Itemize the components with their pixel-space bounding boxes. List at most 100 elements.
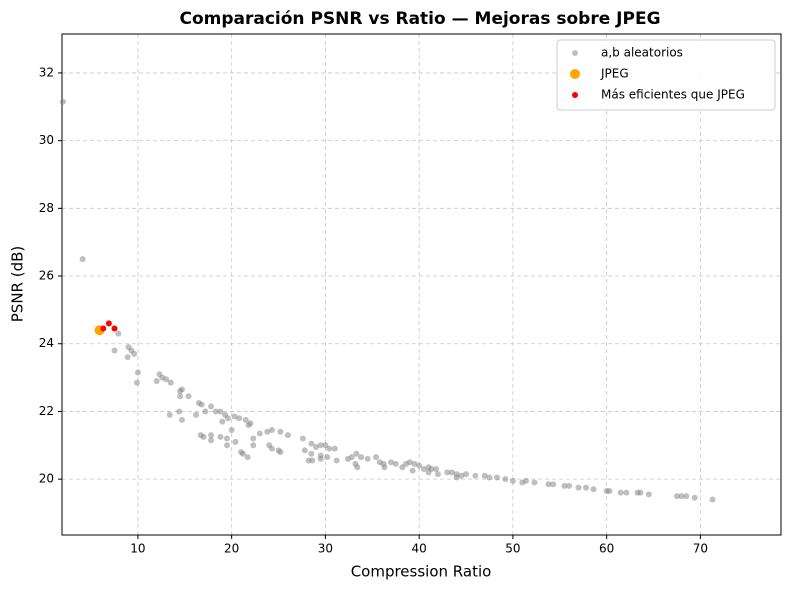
point xyxy=(105,320,112,327)
y-tick-label: 24 xyxy=(39,336,54,350)
legend-label: Más eficientes que JPEG xyxy=(601,88,745,102)
point xyxy=(268,427,275,434)
point xyxy=(193,411,200,418)
point xyxy=(79,256,86,263)
point xyxy=(472,472,479,479)
point xyxy=(409,467,416,474)
y-axis-label: PSNR (dB) xyxy=(9,246,27,323)
point xyxy=(268,445,275,452)
y-tick-label: 32 xyxy=(39,65,54,79)
point xyxy=(167,379,174,386)
point xyxy=(231,413,238,420)
point xyxy=(115,330,122,337)
point xyxy=(277,449,284,456)
point xyxy=(178,416,185,423)
point xyxy=(502,476,509,483)
point xyxy=(463,471,470,478)
point xyxy=(100,325,107,332)
legend-label: JPEG xyxy=(600,67,629,81)
point xyxy=(264,428,271,435)
point xyxy=(223,435,230,442)
point xyxy=(566,482,573,489)
point xyxy=(333,457,340,464)
x-tick-label: 40 xyxy=(412,542,427,556)
point xyxy=(590,486,597,493)
point xyxy=(444,469,451,476)
plot-frame xyxy=(61,33,782,536)
y-tick-label: 28 xyxy=(39,201,54,215)
point xyxy=(364,455,371,462)
point xyxy=(208,437,215,444)
y-tick-label: 22 xyxy=(39,404,54,418)
point xyxy=(545,481,552,488)
point xyxy=(486,474,493,481)
point xyxy=(284,432,291,439)
point xyxy=(523,477,530,484)
legend-marker xyxy=(572,92,578,98)
x-tick-label: 20 xyxy=(224,542,239,556)
y-tick-label: 30 xyxy=(39,133,54,147)
point xyxy=(185,393,192,400)
point xyxy=(232,438,239,445)
point xyxy=(217,408,224,415)
point xyxy=(219,418,226,425)
point xyxy=(198,401,205,408)
point xyxy=(583,484,590,491)
point xyxy=(331,445,338,452)
point xyxy=(208,432,215,439)
y-tick-label: 26 xyxy=(39,269,54,283)
point xyxy=(277,428,284,435)
x-tick-label: 70 xyxy=(693,542,708,556)
point xyxy=(224,415,231,422)
point xyxy=(111,347,118,354)
point xyxy=(416,462,423,469)
y-tick-label: 20 xyxy=(39,472,54,486)
point xyxy=(561,482,568,489)
point xyxy=(153,377,160,384)
point xyxy=(176,408,183,415)
point xyxy=(354,464,361,471)
point xyxy=(353,450,360,457)
point xyxy=(324,454,331,461)
point xyxy=(425,469,432,476)
point xyxy=(124,354,131,361)
point xyxy=(166,411,173,418)
chart-title: Comparación PSNR vs Ratio — Mejoras sobr… xyxy=(179,9,660,29)
point xyxy=(373,454,380,461)
legend-box xyxy=(556,39,776,111)
point xyxy=(133,379,140,386)
point xyxy=(645,491,652,498)
point xyxy=(250,442,257,449)
point xyxy=(678,493,685,500)
point xyxy=(299,435,306,442)
point xyxy=(250,435,257,442)
point xyxy=(212,408,219,415)
point xyxy=(178,386,185,393)
point xyxy=(242,416,249,423)
point xyxy=(200,433,207,440)
point xyxy=(709,496,716,503)
point xyxy=(228,427,235,434)
legend-marker xyxy=(570,69,580,79)
point xyxy=(134,369,141,376)
point xyxy=(637,489,644,496)
point xyxy=(177,393,184,400)
point xyxy=(691,494,698,501)
point xyxy=(392,460,399,467)
point xyxy=(509,477,516,484)
point xyxy=(313,443,320,450)
point xyxy=(448,469,455,476)
x-tick-label: 60 xyxy=(599,542,614,556)
point xyxy=(481,472,488,479)
point xyxy=(59,98,66,105)
point xyxy=(406,459,413,466)
point xyxy=(239,450,246,457)
x-tick-label: 10 xyxy=(130,542,145,556)
point xyxy=(256,430,263,437)
x-tick-label: 30 xyxy=(318,542,333,556)
point xyxy=(623,489,630,496)
point xyxy=(317,452,324,459)
point xyxy=(531,479,538,486)
point xyxy=(683,493,690,500)
